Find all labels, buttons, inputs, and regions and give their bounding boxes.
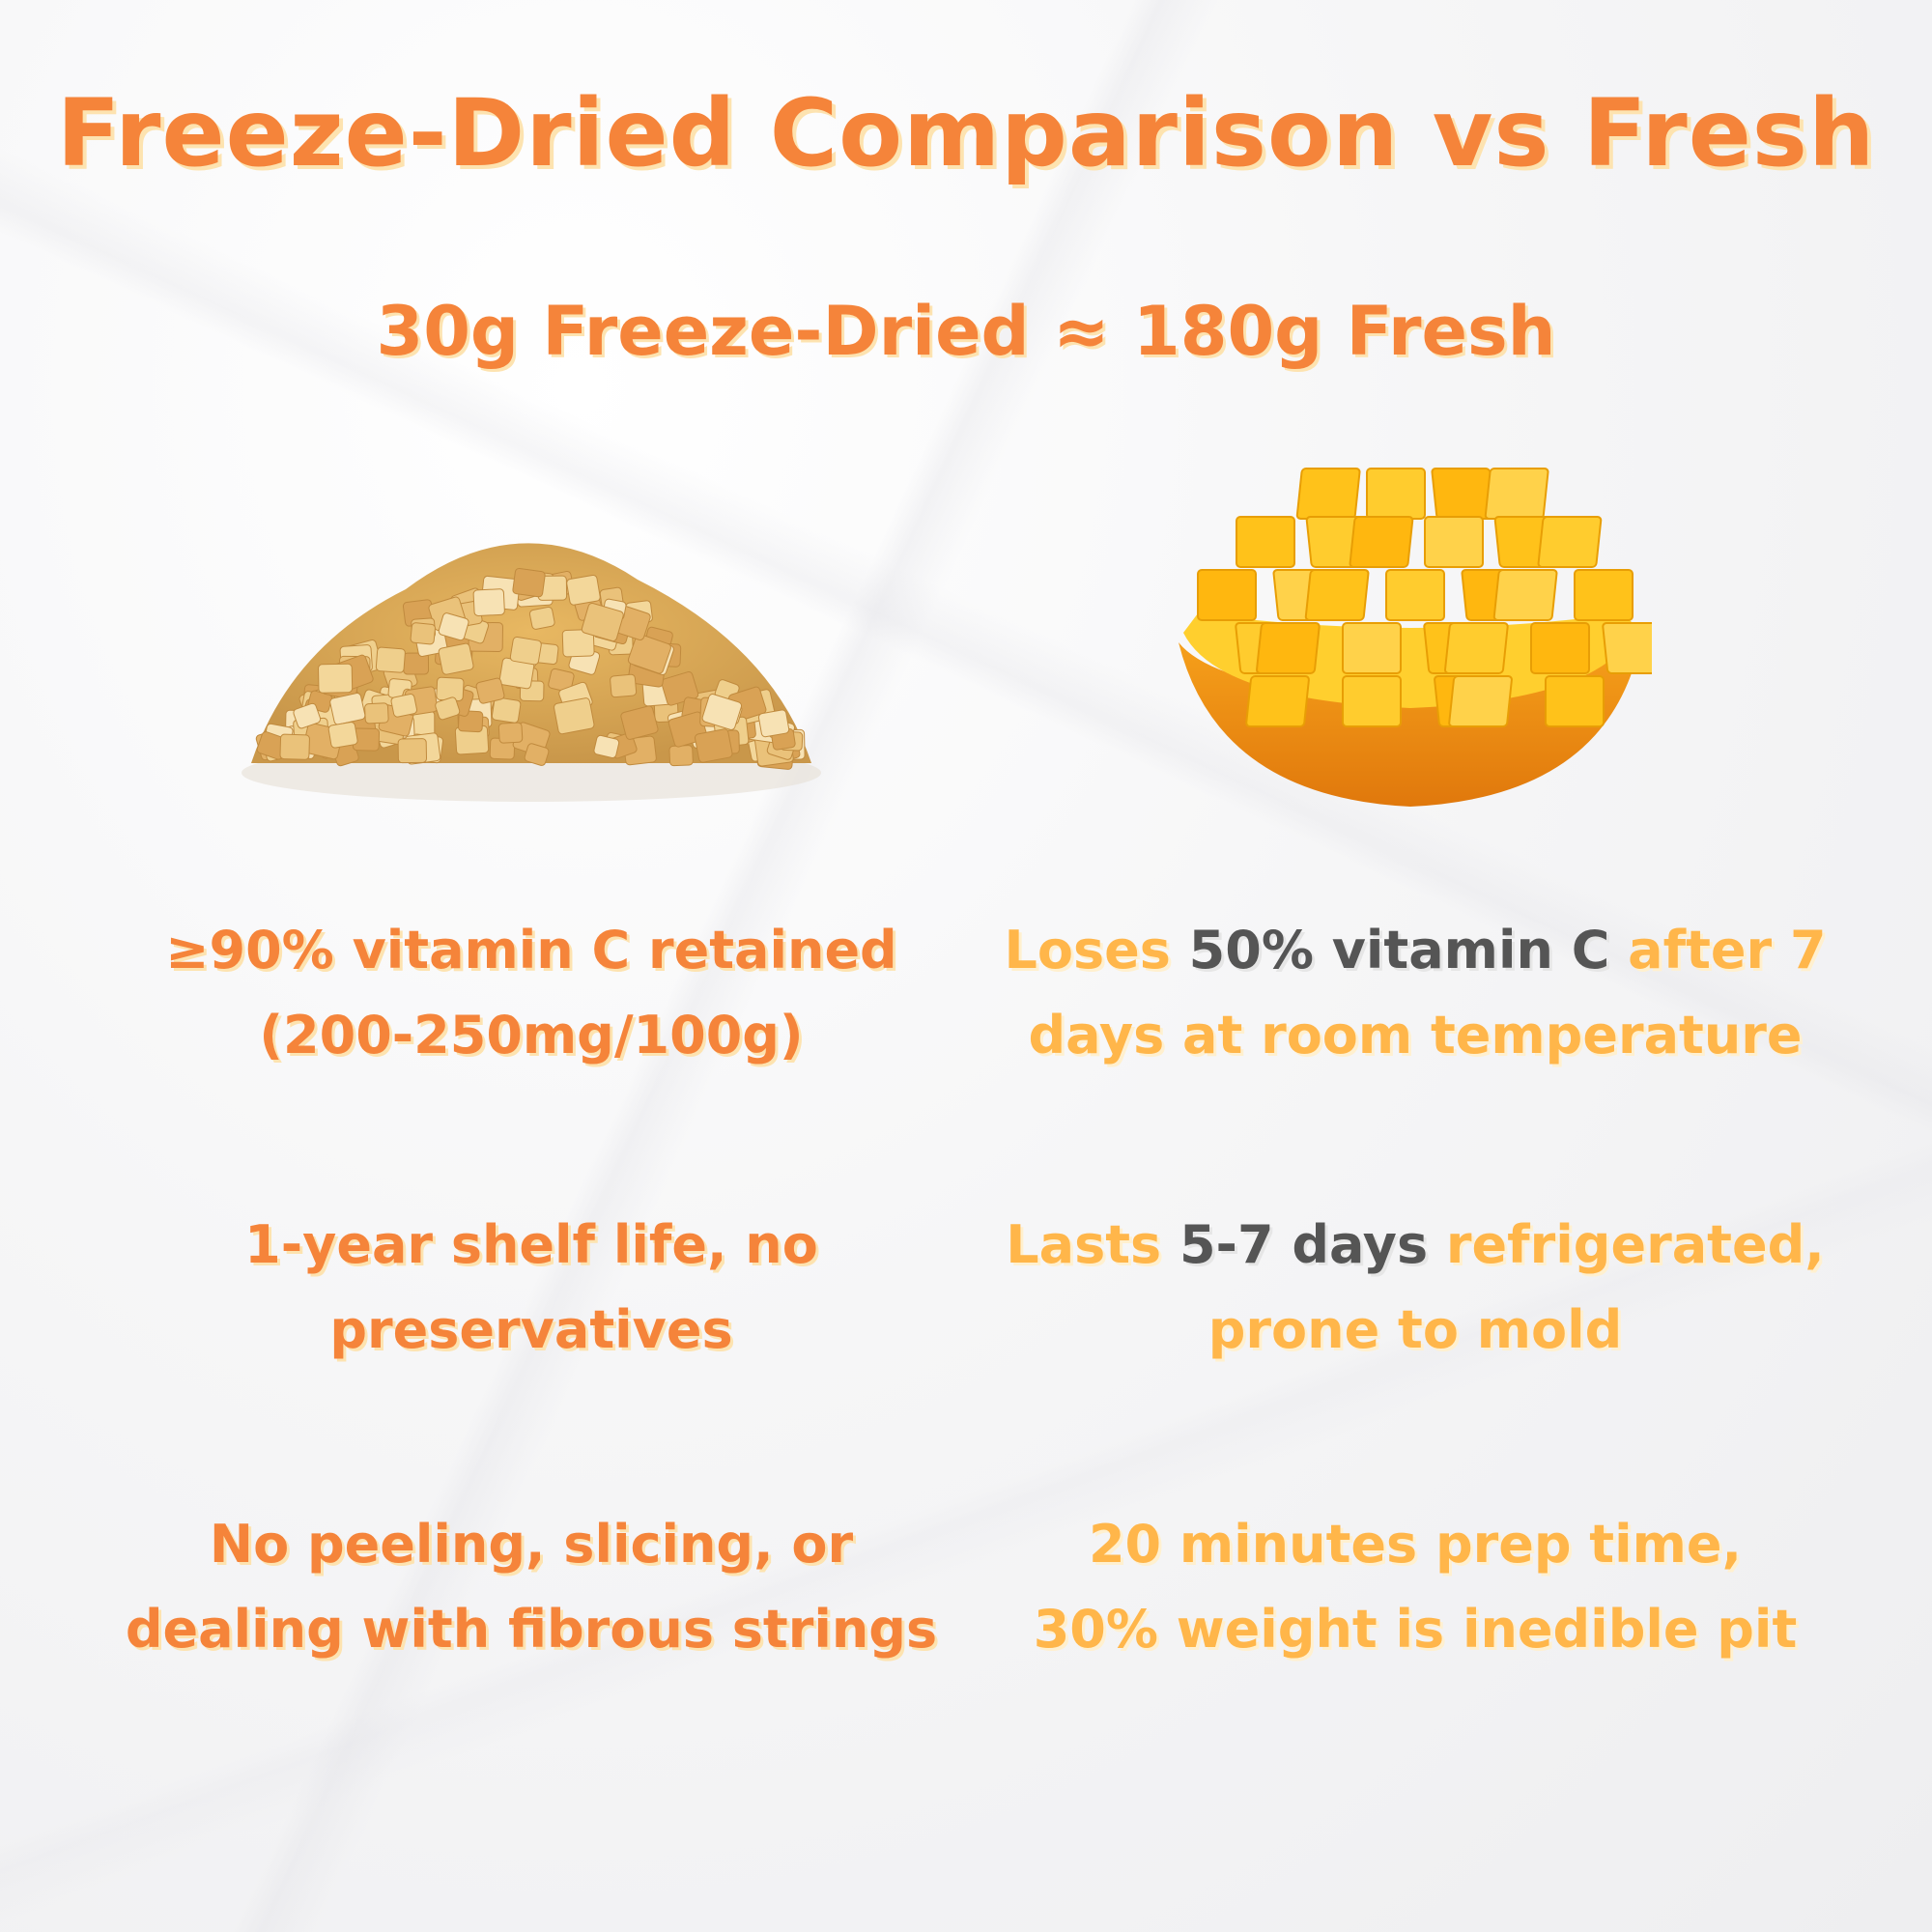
mango-cube xyxy=(1197,569,1257,621)
mango-piece xyxy=(695,728,733,763)
mango-piece xyxy=(668,745,694,767)
mango-piece xyxy=(436,676,465,701)
mango-piece xyxy=(627,634,671,674)
mango-piece xyxy=(528,606,555,630)
cell-line: Lasts 5-7 days refrigerated, xyxy=(980,1203,1850,1288)
mango-piece xyxy=(293,702,322,729)
mango-cube xyxy=(1342,622,1402,674)
mango-piece xyxy=(593,734,620,759)
cell-line: (200-250mg/100g) xyxy=(259,1005,804,1065)
page-title: Freeze-Dried Comparison vs Fresh xyxy=(56,79,1876,187)
cell-line: days at room temperature xyxy=(1028,1005,1803,1065)
cell-line: No peeling, slicing, or xyxy=(209,1514,854,1575)
mango-piece xyxy=(390,694,418,718)
mango-piece xyxy=(581,602,624,642)
mango-piece xyxy=(620,705,659,740)
highlight-text: 5-7 days xyxy=(1179,1214,1429,1275)
mango-cube xyxy=(1424,516,1484,568)
freeze-dried-mango-image xyxy=(242,543,821,802)
mango-cube xyxy=(1304,569,1370,621)
mango-piece xyxy=(318,663,354,694)
mango-piece xyxy=(438,612,469,641)
mango-piece xyxy=(375,646,406,673)
mango-piece xyxy=(438,642,474,675)
mango-cube xyxy=(1545,675,1605,727)
mango-piece xyxy=(509,636,542,666)
cell-line: prone to mold xyxy=(1208,1299,1623,1360)
cell-line: Loses 50% vitamin C after 7 xyxy=(980,908,1850,993)
mango-piece xyxy=(512,567,546,598)
text-part: Lasts xyxy=(1006,1214,1179,1275)
mango-piece xyxy=(548,668,575,693)
text-part: refrigerated, xyxy=(1428,1214,1825,1275)
mango-piece xyxy=(561,629,595,658)
mango-cube xyxy=(1295,468,1361,520)
page-subtitle: 30g Freeze-Dried ≈ 180g Fresh xyxy=(376,292,1556,371)
freeze-dried-vitamin-c: ≥90% vitamin C retained (200-250mg/100g) xyxy=(97,908,966,1078)
cell-line: dealing with fibrous strings xyxy=(125,1599,938,1660)
fresh-shelf-life: Lasts 5-7 days refrigerated, prone to mo… xyxy=(980,1203,1850,1373)
mango-piece xyxy=(701,694,743,730)
mango-piece xyxy=(554,697,595,735)
mango-piece xyxy=(410,622,436,645)
freeze-dried-shelf-life: 1-year shelf life, no preservatives xyxy=(97,1203,966,1373)
text-part: Loses xyxy=(1004,920,1189,980)
highlight-text: 50% vitamin C xyxy=(1188,920,1610,980)
mango-cube xyxy=(1256,622,1321,674)
mango-piece xyxy=(491,696,522,724)
freeze-dried-prep: No peeling, slicing, or dealing with fib… xyxy=(97,1502,966,1672)
mango-piece xyxy=(472,588,505,616)
mango-cube xyxy=(1602,622,1652,674)
mango-cube xyxy=(1236,516,1295,568)
mango-cube xyxy=(1574,569,1634,621)
mango-piece xyxy=(475,677,505,704)
mango-piece xyxy=(435,696,461,721)
fresh-vitamin-c: Loses 50% vitamin C after 7 days at room… xyxy=(980,908,1850,1078)
fresh-prep: 20 minutes prep time, 30% weight is ined… xyxy=(980,1502,1850,1672)
cell-line: 1-year shelf life, no xyxy=(244,1214,818,1275)
mango-piece xyxy=(364,702,389,724)
mango-piece xyxy=(757,709,790,738)
mango-piece xyxy=(327,722,358,749)
mango-cube xyxy=(1245,675,1310,727)
cell-line: 20 minutes prep time, xyxy=(1088,1514,1743,1575)
mango-piece xyxy=(610,673,638,698)
cell-line: 30% weight is inedible pit xyxy=(1033,1599,1798,1660)
mango-cube xyxy=(1444,622,1509,674)
mango-piece xyxy=(566,574,601,606)
mango-cube xyxy=(1530,622,1590,674)
mango-cube xyxy=(1484,468,1549,520)
mango-cube xyxy=(1385,569,1445,621)
mango-cube xyxy=(1537,516,1603,568)
mango-cube xyxy=(1448,675,1513,727)
text-part: after 7 xyxy=(1609,920,1827,980)
mango-cube xyxy=(1349,516,1414,568)
mango-cube xyxy=(1366,468,1426,520)
mango-piece xyxy=(524,743,550,766)
mango-piece xyxy=(279,733,310,760)
fresh-mango-image xyxy=(1179,468,1652,807)
mango-piece xyxy=(497,722,524,744)
mango-cube xyxy=(1342,675,1402,727)
cell-line: preservatives xyxy=(329,1299,733,1360)
mango-piece xyxy=(397,738,428,764)
cell-line: ≥90% vitamin C retained xyxy=(165,920,897,980)
mango-piece xyxy=(661,671,699,706)
mango-cube xyxy=(1492,569,1558,621)
